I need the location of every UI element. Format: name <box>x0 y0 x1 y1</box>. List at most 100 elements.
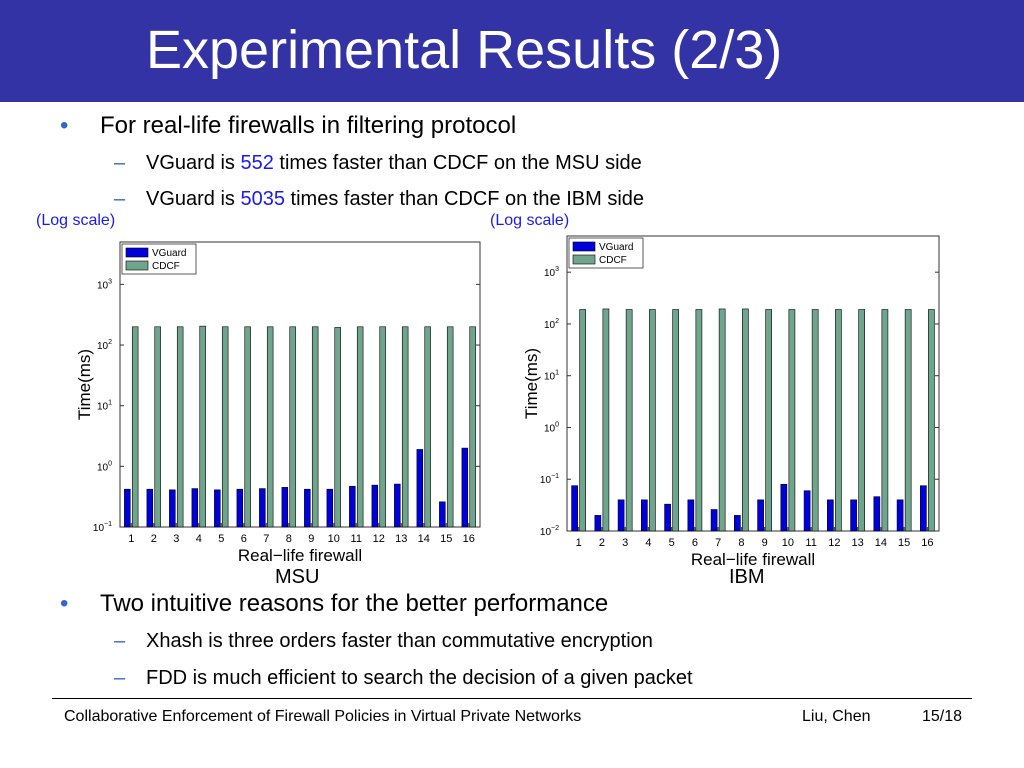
log-scale-note-msu: (Log scale) <box>36 212 116 229</box>
y-tick-label: 10−2 <box>540 525 559 538</box>
x-tick-label: 16 <box>463 533 475 545</box>
x-tick-label: 9 <box>762 537 768 549</box>
bar-cdcf <box>765 309 772 532</box>
bar-cdcf <box>131 326 139 528</box>
bar-cdcf <box>221 326 229 528</box>
bar-vguard <box>349 485 356 528</box>
bar-cdcf <box>311 326 319 528</box>
bar-cdcf <box>379 326 386 528</box>
sub-bullet-ibm: – VGuard is 5035 times faster than CDCF … <box>114 188 644 211</box>
bar-cdcf <box>742 308 749 532</box>
bar-vguard <box>416 449 424 528</box>
bar-cdcf <box>154 326 161 528</box>
x-tick-label: 6 <box>241 533 247 545</box>
bar-cdcf <box>469 326 476 528</box>
bar-cdcf <box>858 309 865 532</box>
bar-vguard <box>827 499 834 532</box>
x-tick-label: 1 <box>576 537 582 549</box>
bar-cdcf <box>579 309 586 532</box>
bar-cdcf <box>266 326 274 528</box>
bar-cdcf <box>672 309 679 532</box>
y-tick-label: 103 <box>97 278 112 291</box>
footer-rule <box>52 698 972 699</box>
x-tick-label: 14 <box>418 533 430 545</box>
bar-vguard <box>304 488 311 528</box>
bar-cdcf <box>788 309 796 532</box>
y-tick-label: 102 <box>97 339 112 352</box>
title-bar: Experimental Results (2/3) <box>0 0 1024 102</box>
footer-page-number: 15/18 <box>922 708 963 725</box>
bar-cdcf <box>695 309 703 532</box>
footer-title: Collaborative Enforcement of Firewall Po… <box>64 708 582 725</box>
bar-vguard <box>896 499 904 532</box>
bullet-real-life-firewalls: • For real-life firewalls in filtering p… <box>60 112 517 140</box>
x-tick-label: 8 <box>738 537 744 549</box>
bar-cdcf <box>904 309 912 532</box>
bar-vguard <box>710 509 718 532</box>
y-tick-label: 10−1 <box>540 473 559 486</box>
bar-vguard <box>734 515 741 532</box>
bar-cdcf <box>602 308 610 532</box>
sub-text: Xhash is three orders faster than commut… <box>146 630 653 652</box>
bar-vguard <box>281 487 289 528</box>
bar-cdcf <box>811 309 819 532</box>
bar-vguard <box>259 488 266 528</box>
sub-bullet-fdd: – FDD is much efficient to search the de… <box>114 667 693 690</box>
bar-cdcf <box>928 309 935 532</box>
bar-vguard <box>594 515 602 532</box>
bar-vguard <box>571 485 578 532</box>
sub-text: FDD is much efficient to search the deci… <box>146 667 693 689</box>
y-tick-label: 101 <box>544 370 559 383</box>
bar-cdcf <box>401 326 409 528</box>
speedup-value-msu: 552 <box>240 152 274 174</box>
bar-vguard <box>641 499 648 532</box>
chart-caption-msu: MSU <box>275 566 320 588</box>
bar-vguard <box>371 484 379 528</box>
dash-icon: – <box>114 152 126 174</box>
bar-vguard <box>214 489 221 528</box>
bar-vguard <box>326 488 334 528</box>
x-tick-label: 13 <box>852 537 864 549</box>
x-axis-label: Real−life firewall <box>691 550 815 568</box>
bullet-text: For real-life firewalls in filtering pro… <box>100 112 517 139</box>
bar-vguard <box>687 499 695 532</box>
dash-icon: – <box>114 188 126 210</box>
sub-text-post: times faster than CDCF on the MSU side <box>273 152 642 174</box>
bar-vguard <box>394 483 401 528</box>
y-axis-label: Time(ms) <box>522 348 541 419</box>
x-tick-label: 13 <box>395 533 407 545</box>
bar-cdcf <box>199 325 206 528</box>
x-tick-label: 12 <box>828 537 840 549</box>
x-tick-label: 2 <box>151 533 157 545</box>
dash-icon: – <box>114 667 126 689</box>
bar-cdcf <box>881 309 889 532</box>
x-tick-label: 9 <box>308 533 314 545</box>
x-tick-label: 4 <box>645 537 651 549</box>
sub-text-pre: VGuard is <box>146 152 241 174</box>
legend-label-cdcf: CDCF <box>599 255 627 266</box>
bar-cdcf <box>289 326 296 528</box>
bar-vguard <box>439 501 446 528</box>
speedup-value-ibm: 5035 <box>240 188 285 210</box>
x-tick-label: 11 <box>351 533 362 545</box>
bar-vguard <box>146 488 154 528</box>
sub-text-pre: VGuard is <box>146 188 241 210</box>
bar-vguard <box>873 496 881 532</box>
x-axis-label: Real−life firewall <box>238 546 362 565</box>
x-tick-label: 4 <box>196 533 202 545</box>
x-tick-label: 7 <box>263 533 269 545</box>
footer-authors: Liu, Chen <box>802 708 871 725</box>
bar-cdcf <box>835 309 842 532</box>
bar-vguard <box>757 499 764 532</box>
bar-vguard <box>803 490 811 532</box>
bar-cdcf <box>649 309 656 532</box>
bullet-dot-icon: • <box>60 590 69 617</box>
x-tick-label: 12 <box>373 533 385 545</box>
x-tick-label: 10 <box>328 533 340 545</box>
bar-cdcf <box>334 327 341 528</box>
bar-vguard <box>169 489 176 528</box>
legend-swatch-vguard <box>125 247 149 258</box>
bar-cdcf <box>356 326 364 528</box>
legend-label-vguard: VGuard <box>152 248 186 259</box>
